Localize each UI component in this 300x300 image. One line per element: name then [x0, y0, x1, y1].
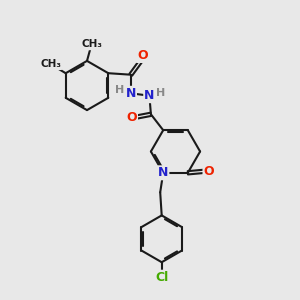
Text: N: N — [158, 166, 168, 179]
Text: H: H — [115, 85, 124, 95]
Text: H: H — [156, 88, 165, 98]
Text: O: O — [126, 111, 137, 124]
Text: N: N — [126, 87, 136, 100]
Text: N: N — [144, 89, 154, 102]
Text: Cl: Cl — [155, 271, 168, 284]
Text: O: O — [137, 49, 148, 62]
Text: CH₃: CH₃ — [40, 59, 61, 69]
Text: CH₃: CH₃ — [81, 39, 102, 50]
Text: O: O — [203, 165, 214, 178]
